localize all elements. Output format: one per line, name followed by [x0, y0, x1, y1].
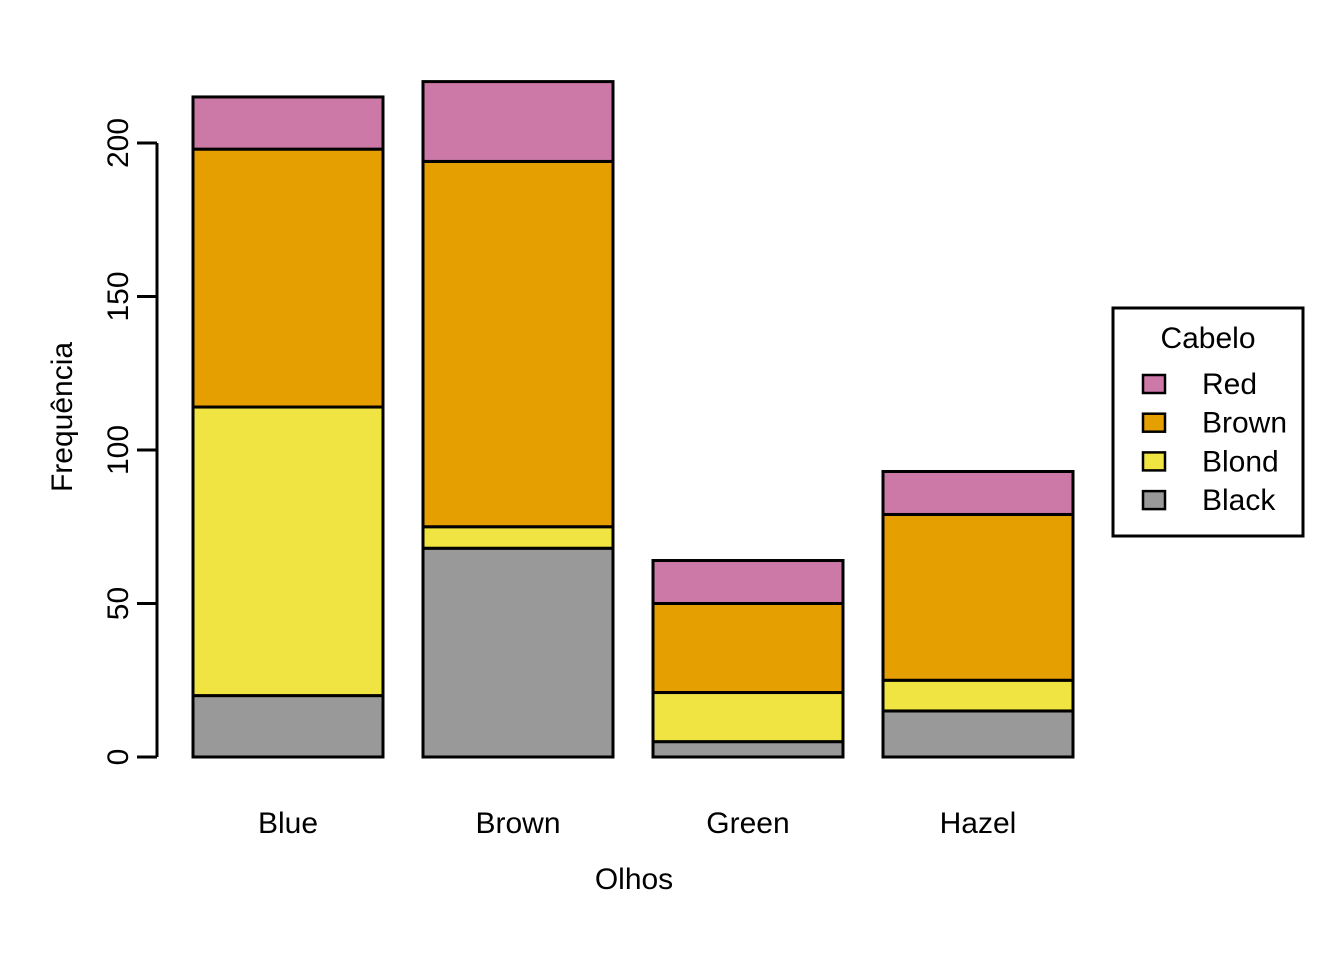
legend-swatch-blond: [1141, 451, 1167, 472]
legend-swatch-brown: [1141, 412, 1167, 433]
legend-label-brown: Brown: [1202, 407, 1287, 440]
x-category-label-hazel: Hazel: [940, 807, 1017, 840]
bar-segment-blue-black: [191, 694, 385, 759]
bar-segment-green-brown: [651, 602, 845, 695]
bar-segment-hazel-brown: [881, 512, 1075, 682]
bar-segment-hazel-black: [881, 709, 1075, 759]
bar-segment-brown-red: [421, 80, 615, 163]
x-category-label-brown: Brown: [475, 807, 560, 840]
bar-segment-green-blond: [651, 691, 845, 744]
y-tick-label: 50: [102, 587, 135, 620]
bar-segment-hazel-blond: [881, 678, 1075, 713]
y-axis-title: Frequência: [46, 342, 79, 492]
x-category-label-green: Green: [706, 807, 789, 840]
x-axis-title: Olhos: [595, 863, 673, 896]
bar-segment-brown-black: [421, 546, 615, 759]
legend-swatch-black: [1141, 489, 1167, 511]
bar-segment-blue-brown: [191, 147, 385, 409]
bar-segment-hazel-red: [881, 469, 1075, 516]
legend-label-red: Red: [1202, 368, 1257, 401]
bar-segment-brown-brown: [421, 159, 615, 529]
legend-swatch-red: [1141, 373, 1167, 395]
bar-segment-green-black: [651, 740, 845, 759]
bar-segment-green-red: [651, 559, 845, 606]
legend-title: Cabelo: [1160, 322, 1255, 355]
legend-label-black: Black: [1202, 484, 1276, 517]
legend-label-blond: Blond: [1202, 445, 1279, 478]
bar-segment-blue-blond: [191, 405, 385, 698]
y-tick-label: 150: [102, 271, 135, 321]
y-tick-label: 0: [102, 749, 135, 766]
bar-segment-brown-blond: [421, 525, 615, 550]
y-tick-label: 200: [102, 118, 135, 168]
x-category-label-blue: Blue: [258, 807, 318, 840]
bar-segment-blue-red: [191, 95, 385, 151]
y-tick-label: 100: [102, 425, 135, 475]
